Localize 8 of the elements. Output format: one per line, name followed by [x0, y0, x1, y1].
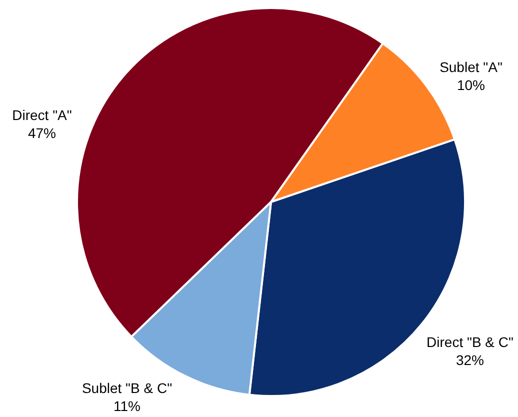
slice-label: Sublet "B & C"	[82, 380, 172, 396]
data-label: 10%	[456, 77, 486, 93]
data-label: 32%	[456, 352, 484, 368]
slice-label: Direct "B & C"	[426, 334, 514, 350]
data-label: 47%	[28, 125, 56, 141]
slice-label: Direct "A"	[12, 107, 72, 123]
slice-label: Sublet "A"	[440, 59, 502, 75]
data-label: 11%	[114, 398, 140, 414]
